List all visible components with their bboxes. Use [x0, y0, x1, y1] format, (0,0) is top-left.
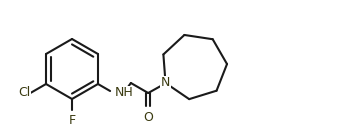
Text: N: N: [161, 76, 170, 90]
Text: Cl: Cl: [18, 85, 30, 99]
Text: O: O: [143, 111, 153, 124]
Text: F: F: [68, 114, 76, 127]
Text: NH: NH: [115, 86, 133, 100]
